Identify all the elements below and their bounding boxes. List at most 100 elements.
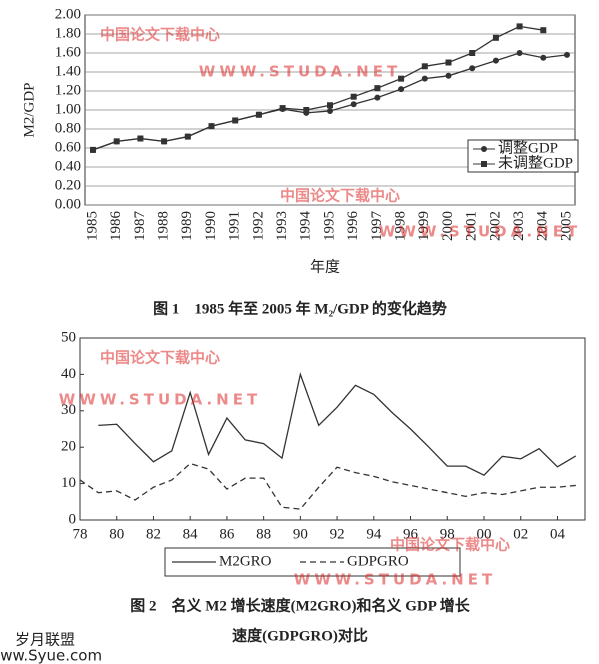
caption: 图 2 名义 M2 增长速度(M2GRO)和名义 GDP 增长	[130, 596, 471, 614]
point	[540, 27, 547, 34]
x-tick-label: 1998	[393, 211, 409, 241]
x-tick-label: 1996	[345, 211, 361, 242]
point	[350, 101, 357, 108]
legend-label: M2GRO	[219, 553, 272, 569]
point	[350, 93, 357, 100]
point	[374, 94, 381, 101]
series-line	[79, 462, 576, 510]
x-tick-label: 2001	[464, 211, 480, 241]
point	[469, 65, 476, 72]
series-line	[92, 25, 544, 151]
x-tick-label: 92	[330, 526, 345, 542]
point	[90, 146, 96, 153]
y-tick-label: 0.40	[55, 158, 81, 174]
point	[279, 105, 286, 112]
y-tick-label: 0	[69, 511, 77, 527]
x-tick-label: 04	[550, 526, 566, 542]
x-tick-label: 2004	[535, 211, 551, 242]
y-tick-label: 50	[61, 329, 76, 345]
x-tick-label: 82	[146, 526, 161, 542]
point	[255, 111, 262, 118]
y-tick-label: 1.40	[55, 63, 81, 79]
x-tick-label: 84	[183, 526, 199, 542]
x-tick-label: 1999	[416, 211, 432, 241]
x-tick-label: 2000	[440, 211, 456, 241]
y-tick-label: 0.00	[55, 196, 81, 212]
point	[445, 72, 452, 79]
point	[184, 133, 191, 140]
point	[137, 135, 144, 142]
x-tick-label: 1988	[156, 211, 172, 241]
x-tick-label: 88	[256, 526, 271, 542]
watermark: 中国论文下载中心	[280, 187, 400, 205]
watermark: 中国论文下载中心	[390, 536, 510, 554]
x-tick-label: 1991	[227, 211, 243, 241]
point	[398, 86, 405, 93]
watermark: WWW.STUDA.NET	[199, 63, 401, 81]
point	[492, 57, 499, 64]
x-tick-label: 1997	[369, 211, 385, 242]
point	[327, 102, 333, 109]
x-tick-label: 94	[366, 526, 382, 542]
point	[398, 75, 405, 82]
x-tick-label: 98	[440, 526, 455, 542]
y-tick-label: 30	[61, 402, 76, 418]
x-tick-label: 1995	[321, 211, 337, 241]
watermark: 岁月联盟	[15, 631, 75, 649]
series-line	[98, 372, 577, 477]
point	[208, 123, 215, 130]
y-tick-label: 0.20	[55, 177, 81, 193]
x-tick-label: 02	[513, 526, 528, 542]
point	[161, 138, 168, 145]
legend-marker	[481, 161, 487, 167]
legend-label: 未调整GDP	[498, 154, 573, 171]
watermark: 中国论文下载中心	[100, 26, 220, 44]
watermark: www.Syue.com	[0, 647, 102, 664]
y-tick-label: 0.80	[55, 120, 81, 136]
y-tick-label: 20	[61, 439, 76, 455]
x-tick-label: 90	[293, 526, 308, 542]
x-tick-label: 2003	[511, 211, 527, 241]
x-tick-label: 1994	[298, 211, 314, 242]
x-tick-label: 2005	[558, 211, 574, 241]
watermark: WWW.STUDA.NET	[294, 571, 496, 589]
x-axis-label: 年度	[310, 258, 340, 275]
x-tick-label: 2002	[487, 211, 503, 241]
point	[232, 117, 239, 124]
point	[327, 107, 333, 114]
caption: 图 1 1985 年至 2005 年 M₂/GDP 的变化趋势	[153, 299, 447, 317]
x-tick-label: 78	[73, 526, 88, 542]
legend-label: GDPGRO	[347, 553, 409, 569]
point	[469, 50, 476, 56]
y-tick-label: 0.60	[55, 139, 81, 155]
point	[421, 75, 428, 82]
legend-marker	[481, 146, 487, 152]
x-tick-label: 1989	[179, 211, 195, 241]
x-tick-label: 1985	[84, 211, 100, 241]
point	[303, 107, 310, 113]
y-tick-label: 40	[61, 366, 76, 382]
plot-frame	[79, 337, 586, 521]
y-axis-label: M2/GDP	[21, 82, 37, 137]
caption: 速度(GDPGRO)对比	[232, 626, 368, 644]
y-tick-label: 1.80	[55, 25, 81, 41]
watermark: WWW.STUDA.NET	[379, 223, 581, 241]
point	[445, 59, 452, 66]
x-tick-label: 1990	[203, 211, 219, 241]
watermark: 中国论文下载中心	[100, 349, 220, 367]
point	[564, 51, 570, 58]
point	[374, 85, 381, 92]
point	[540, 54, 547, 61]
x-tick-label: 00	[477, 526, 492, 542]
point	[516, 50, 523, 56]
x-tick-label: 1993	[274, 211, 290, 241]
point	[113, 138, 120, 145]
x-tick-label: 1992	[250, 211, 266, 241]
x-tick-label: 1986	[108, 211, 124, 242]
x-tick-label: 1987	[132, 211, 148, 242]
watermark: WWW.STUDA.NET	[59, 391, 261, 409]
y-tick-label: 1.00	[55, 101, 81, 117]
y-tick-label: 10	[61, 475, 76, 491]
x-tick-label: 86	[219, 526, 235, 542]
